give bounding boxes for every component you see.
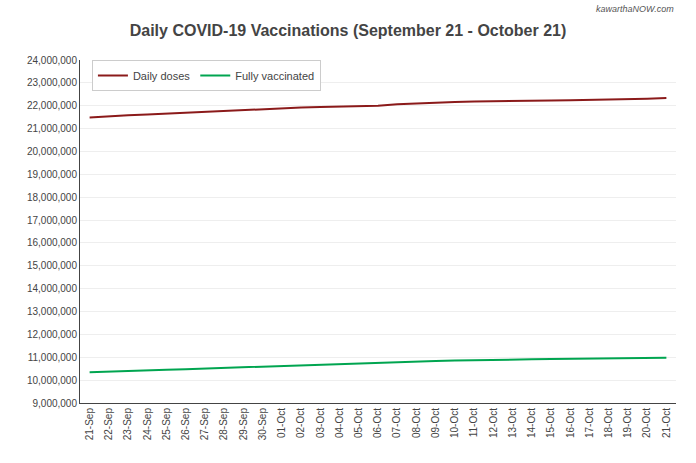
svg-text:14-Oct: 14-Oct bbox=[526, 408, 537, 438]
svg-text:20-Oct: 20-Oct bbox=[641, 408, 652, 438]
svg-text:30-Sep: 30-Sep bbox=[257, 408, 268, 441]
svg-text:12,000,000: 12,000,000 bbox=[27, 329, 77, 340]
svg-text:17-Oct: 17-Oct bbox=[584, 408, 595, 438]
svg-text:09-Oct: 09-Oct bbox=[430, 408, 441, 438]
svg-text:27-Sep: 27-Sep bbox=[199, 408, 210, 441]
svg-text:02-Oct: 02-Oct bbox=[295, 408, 306, 438]
svg-text:16,000,000: 16,000,000 bbox=[27, 237, 77, 248]
svg-text:22-Sep: 22-Sep bbox=[103, 408, 114, 441]
svg-text:20,000,000: 20,000,000 bbox=[27, 146, 77, 157]
svg-text:23,000,000: 23,000,000 bbox=[27, 77, 77, 88]
svg-text:19-Oct: 19-Oct bbox=[622, 408, 633, 438]
svg-text:16-Oct: 16-Oct bbox=[565, 408, 576, 438]
svg-text:08-Oct: 08-Oct bbox=[411, 408, 422, 438]
svg-text:18,000,000: 18,000,000 bbox=[27, 192, 77, 203]
svg-text:Daily COVID-19 Vaccinations (S: Daily COVID-19 Vaccinations (September 2… bbox=[130, 22, 567, 39]
svg-text:13-Oct: 13-Oct bbox=[507, 408, 518, 438]
svg-text:03-Oct: 03-Oct bbox=[315, 408, 326, 438]
svg-text:10-Oct: 10-Oct bbox=[449, 408, 460, 438]
svg-text:Fully vaccinated: Fully vaccinated bbox=[235, 70, 314, 82]
svg-text:15,000,000: 15,000,000 bbox=[27, 260, 77, 271]
svg-text:21,000,000: 21,000,000 bbox=[27, 123, 77, 134]
svg-text:12-Oct: 12-Oct bbox=[488, 408, 499, 438]
svg-text:9,000,000: 9,000,000 bbox=[33, 398, 78, 409]
svg-text:04-Oct: 04-Oct bbox=[334, 408, 345, 438]
svg-text:13,000,000: 13,000,000 bbox=[27, 306, 77, 317]
svg-text:15-Oct: 15-Oct bbox=[545, 408, 556, 438]
svg-text:21-Sep: 21-Sep bbox=[84, 408, 95, 441]
svg-text:kawarthaNOW.com: kawarthaNOW.com bbox=[596, 4, 674, 14]
svg-text:25-Sep: 25-Sep bbox=[161, 408, 172, 441]
svg-text:19,000,000: 19,000,000 bbox=[27, 169, 77, 180]
svg-text:22,000,000: 22,000,000 bbox=[27, 100, 77, 111]
svg-text:24,000,000: 24,000,000 bbox=[27, 55, 77, 66]
svg-text:06-Oct: 06-Oct bbox=[372, 408, 383, 438]
svg-text:21-Oct: 21-Oct bbox=[661, 408, 672, 438]
svg-text:01-Oct: 01-Oct bbox=[276, 408, 287, 438]
svg-text:14,000,000: 14,000,000 bbox=[27, 283, 77, 294]
svg-text:29-Sep: 29-Sep bbox=[238, 408, 249, 441]
svg-text:Daily doses: Daily doses bbox=[133, 70, 190, 82]
svg-text:26-Sep: 26-Sep bbox=[180, 408, 191, 441]
svg-text:24-Sep: 24-Sep bbox=[142, 408, 153, 441]
svg-text:10,000,000: 10,000,000 bbox=[27, 375, 77, 386]
svg-text:17,000,000: 17,000,000 bbox=[27, 215, 77, 226]
svg-text:23-Sep: 23-Sep bbox=[122, 408, 133, 441]
svg-text:18-Oct: 18-Oct bbox=[603, 408, 614, 438]
svg-text:28-Sep: 28-Sep bbox=[218, 408, 229, 441]
svg-text:11,000,000: 11,000,000 bbox=[28, 352, 78, 363]
svg-text:07-Oct: 07-Oct bbox=[391, 408, 402, 438]
svg-text:11-Oct: 11-Oct bbox=[468, 408, 479, 437]
svg-text:05-Oct: 05-Oct bbox=[353, 408, 364, 438]
